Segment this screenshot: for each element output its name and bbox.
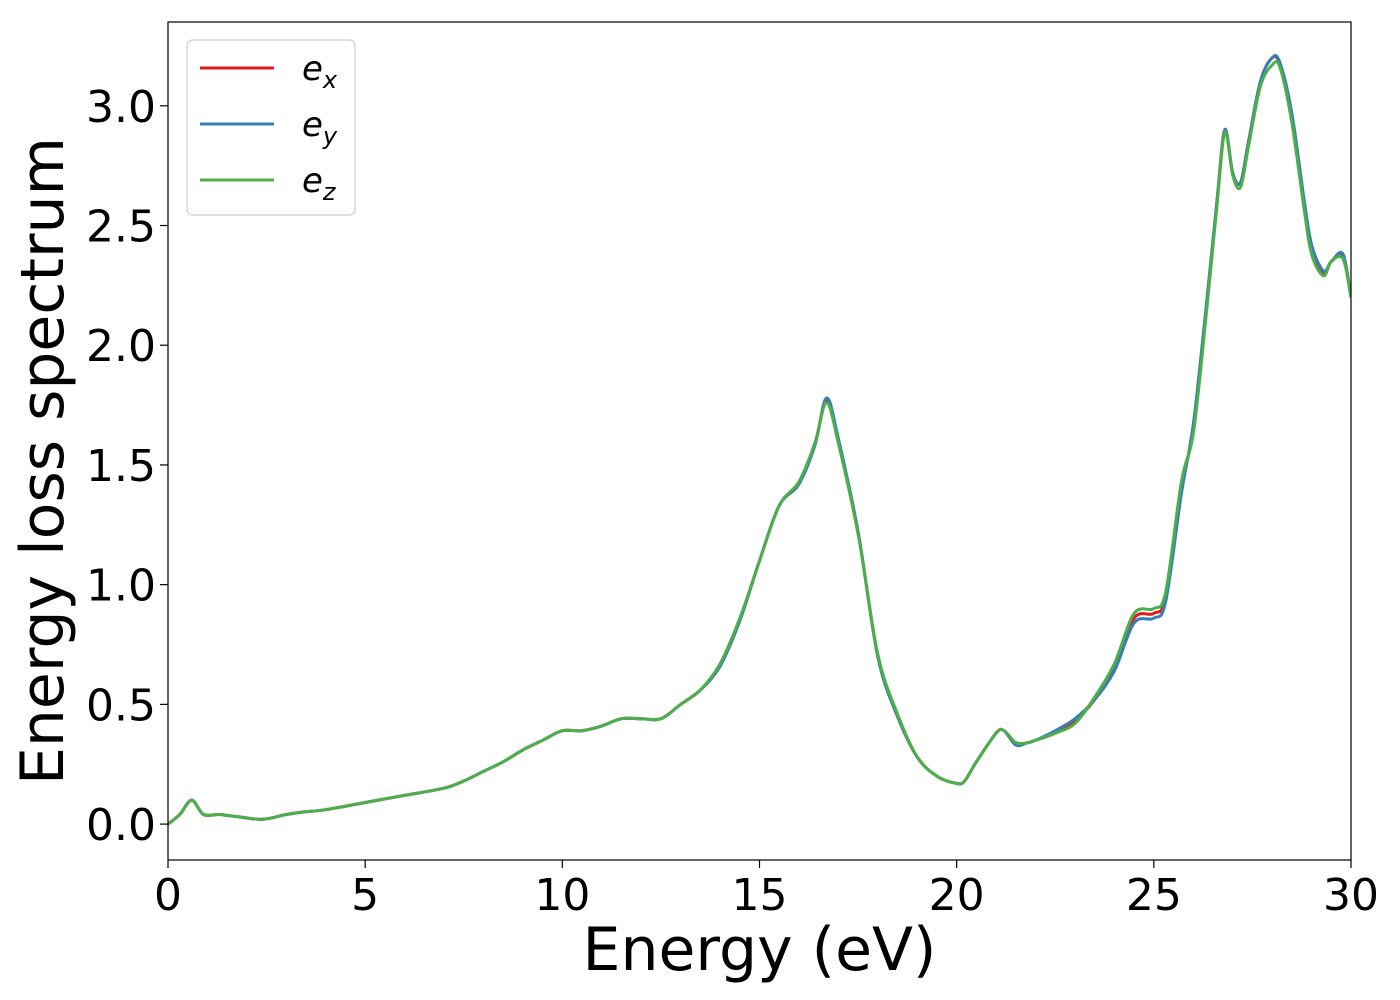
legend-label-ez: ez [302, 161, 337, 206]
y-tick-label: 2.0 [86, 321, 156, 372]
x-tick-label: 5 [351, 870, 379, 921]
legend-label-subscript: y [322, 122, 338, 150]
legend-label-ey: ey [302, 105, 338, 150]
legend-label-subscript: z [322, 178, 337, 206]
legend-label-base: e [302, 105, 323, 145]
y-tick-label: 1.5 [86, 441, 156, 492]
y-tick-label: 2.5 [86, 202, 156, 253]
series-line-ez [168, 60, 1351, 826]
x-tick-label: 15 [732, 870, 788, 921]
x-tick-label: 30 [1323, 870, 1379, 921]
x-tick-label: 20 [929, 870, 985, 921]
y-tick-label: 0.0 [86, 800, 156, 851]
legend-label-subscript: x [322, 66, 338, 94]
y-tick-label: 1.0 [86, 561, 156, 612]
legend-label-base: e [302, 161, 323, 201]
y-axis-title: Energy loss spectrum [8, 137, 78, 785]
legend-label-base: e [302, 49, 323, 89]
y-tick-label: 0.5 [86, 680, 156, 731]
legend-box [186, 39, 356, 216]
y-tick-label: 3.0 [86, 82, 156, 133]
x-axis-title: Energy (eV) [583, 915, 937, 985]
x-tick-label: 0 [154, 870, 182, 921]
x-tick-label: 25 [1126, 870, 1182, 921]
series-layer [168, 54, 1351, 826]
legend-label-ex: ex [302, 49, 338, 94]
x-tick-label: 10 [534, 870, 590, 921]
ticks-layer: 0 5 10 15 20 25 30 0.0 0.5 1.0 1.5 2.0 2.5 3.0 [86, 82, 1379, 921]
